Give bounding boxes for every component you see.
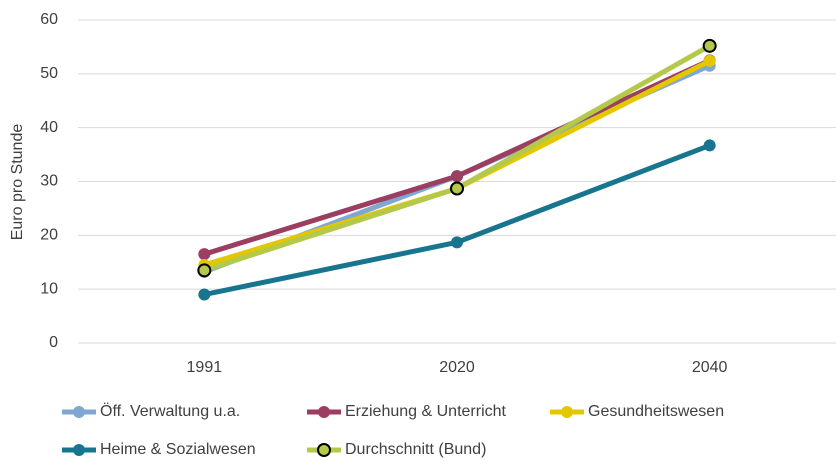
x-tick-label: 1991: [187, 359, 223, 376]
legend-label: Erziehung & Unterricht: [345, 403, 507, 420]
series-marker: [703, 54, 716, 67]
y-tick-label: 10: [40, 280, 58, 297]
series-marker: [198, 248, 211, 261]
series-marker: [703, 139, 716, 152]
series-line: [203, 143, 711, 297]
y-tick-label: 60: [40, 11, 58, 28]
series-marker: [198, 288, 211, 301]
legend-marker: [318, 406, 330, 418]
y-axis-label: Euro pro Stunde: [9, 124, 26, 241]
legend-label: Heime & Sozialwesen: [100, 441, 256, 458]
y-tick-label: 20: [40, 227, 58, 244]
y-tick-label: 30: [40, 173, 58, 190]
series-marker: [702, 38, 717, 53]
legend-marker: [317, 443, 331, 457]
y-tick-label: 50: [40, 65, 58, 82]
y-tick-label: 0: [49, 334, 58, 351]
legend-label: Gesundheitswesen: [588, 403, 724, 420]
series-line: [203, 58, 711, 268]
legend-marker: [73, 406, 85, 418]
series-marker: [451, 170, 463, 183]
series-marker: [450, 181, 464, 196]
legend-label: Öff. Verwaltung u.a.: [100, 402, 240, 420]
series-marker: [451, 236, 463, 249]
legend-marker: [73, 444, 85, 456]
legend-marker: [561, 406, 573, 418]
legend-label: Durchschnitt (Bund): [345, 441, 486, 458]
y-tick-label: 40: [40, 119, 58, 136]
series-marker: [197, 263, 212, 278]
x-tick-label: 2040: [692, 359, 728, 376]
x-tick-label: 2020: [439, 359, 475, 376]
